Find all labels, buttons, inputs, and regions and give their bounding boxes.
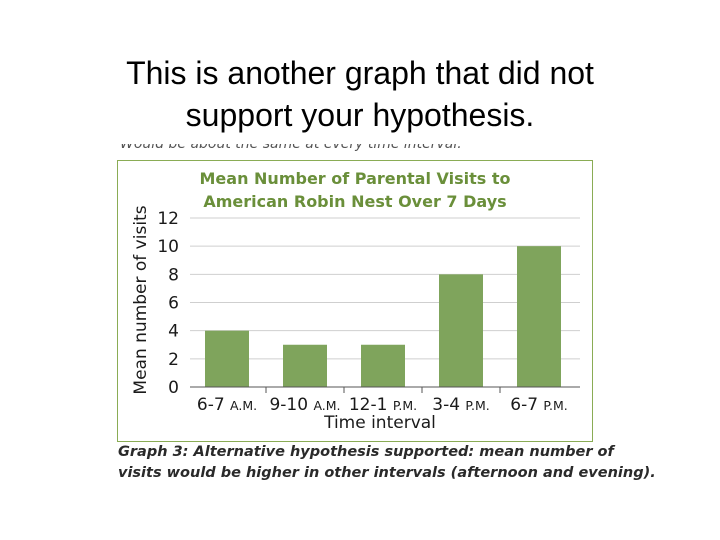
y-tick-label-2: 2 xyxy=(168,350,179,370)
x-tick-label-2: 12-1 P.M. xyxy=(349,395,417,415)
y-tick-label-12: 12 xyxy=(157,209,179,229)
bar-3 xyxy=(439,274,483,387)
cutoff-caption-line: Would be about the same at every time in… xyxy=(120,144,462,152)
y-tick-label-4: 4 xyxy=(168,322,179,342)
chart-title-line1: Mean Number of Parental Visits to xyxy=(199,169,511,188)
caption-line1: Graph 3: Alternative hypothesis supporte… xyxy=(118,444,614,460)
slide-title-line1: This is another graph that did not xyxy=(126,55,594,91)
bar-1 xyxy=(283,344,327,387)
slide-title: This is another graph that did not suppo… xyxy=(60,52,660,136)
x-axis-label: Time interval xyxy=(324,413,436,433)
x-tick-label-4: 6-7 P.M. xyxy=(510,395,568,415)
y-tick-label-0: 0 xyxy=(168,378,179,398)
bar-4 xyxy=(517,246,561,387)
x-tick-label-3: 3-4 P.M. xyxy=(432,395,490,415)
cutoff-caption-text: Would be about the same at every time in… xyxy=(120,144,520,158)
figure-caption: Graph 3: Alternative hypothesis supporte… xyxy=(118,442,656,484)
y-tick-label-8: 8 xyxy=(168,265,179,285)
bar-2 xyxy=(361,344,405,387)
chart-frame xyxy=(117,160,593,442)
y-axis-label-text: Mean number of visits xyxy=(131,205,151,395)
x-tick-label-1: 9-10 A.M. xyxy=(269,395,340,415)
caption-line2: visits would be higher in other interval… xyxy=(118,465,656,481)
slide-title-line2: support your hypothesis. xyxy=(185,97,535,133)
x-tick-label-0: 6-7 A.M. xyxy=(197,395,257,415)
chart-title-line2: American Robin Nest Over 7 Days xyxy=(203,192,507,211)
bar-0 xyxy=(205,330,249,387)
y-tick-label-10: 10 xyxy=(157,237,179,257)
y-tick-label-6: 6 xyxy=(168,294,179,314)
